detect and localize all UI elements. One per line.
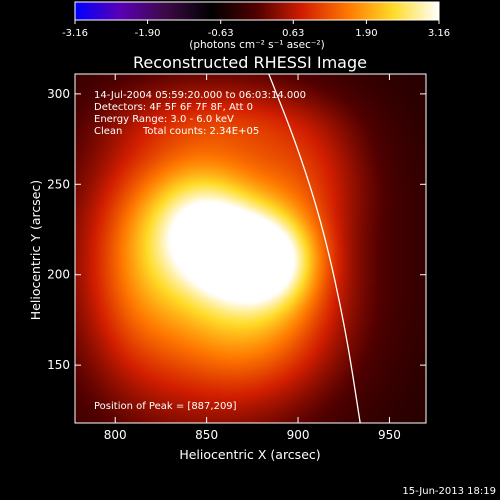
y-tick-label: 300 bbox=[47, 87, 70, 101]
x-tick-label: 850 bbox=[195, 428, 218, 442]
annotation-time-range: 14-Jul-2004 05:59:20.000 to 06:03:14.000 bbox=[94, 90, 306, 101]
footer-date: 15-Jun-2013 18:19 bbox=[402, 486, 496, 497]
annotation-energy: Energy Range: 3.0 - 6.0 keV bbox=[94, 114, 234, 125]
x-axis-label: Heliocentric X (arcsec) bbox=[179, 447, 320, 462]
heatmap-image bbox=[75, 74, 426, 423]
annotation-counts: Total counts: 2.34E+05 bbox=[142, 126, 259, 137]
colorbar-tick-label: 0.63 bbox=[282, 28, 304, 39]
annotation-peak: Position of Peak = [887,209] bbox=[94, 401, 237, 412]
x-axis-ticks: 800 850 900 950 bbox=[104, 74, 401, 442]
chart-title: Reconstructed RHESSI Image bbox=[133, 53, 367, 72]
y-tick-label: 250 bbox=[47, 177, 70, 191]
annotation-detectors: Detectors: 4F 5F 6F 7F 8F, Att 0 bbox=[94, 102, 253, 113]
colorbar-tick-label: -1.90 bbox=[135, 28, 161, 39]
solar-limb-curve bbox=[268, 74, 361, 423]
colorbar-tick-label: -0.63 bbox=[208, 28, 234, 39]
plot-frame bbox=[74, 73, 427, 424]
colorbar-unit-label: (photons cm⁻² s⁻¹ asec⁻²) bbox=[189, 39, 324, 51]
x-tick-label: 950 bbox=[378, 428, 401, 442]
y-axis-ticks: 150 200 250 300 bbox=[47, 87, 426, 372]
y-tick-label: 150 bbox=[47, 358, 70, 372]
y-axis-label: Heliocentric Y (arcsec) bbox=[28, 180, 43, 320]
annotation-clean: Clean bbox=[94, 126, 122, 137]
colorbar-tick-label: 1.90 bbox=[355, 28, 377, 39]
x-tick-label: 900 bbox=[287, 428, 310, 442]
colorbar-ticks: -3.16 -1.90 -0.63 0.63 1.90 3.16 bbox=[62, 20, 450, 39]
colorbar-tick-label: 3.16 bbox=[428, 28, 450, 39]
colorbar bbox=[74, 1, 440, 21]
y-tick-label: 200 bbox=[47, 268, 70, 282]
colorbar-tick-label: -3.16 bbox=[62, 28, 88, 39]
x-tick-label: 800 bbox=[104, 428, 127, 442]
